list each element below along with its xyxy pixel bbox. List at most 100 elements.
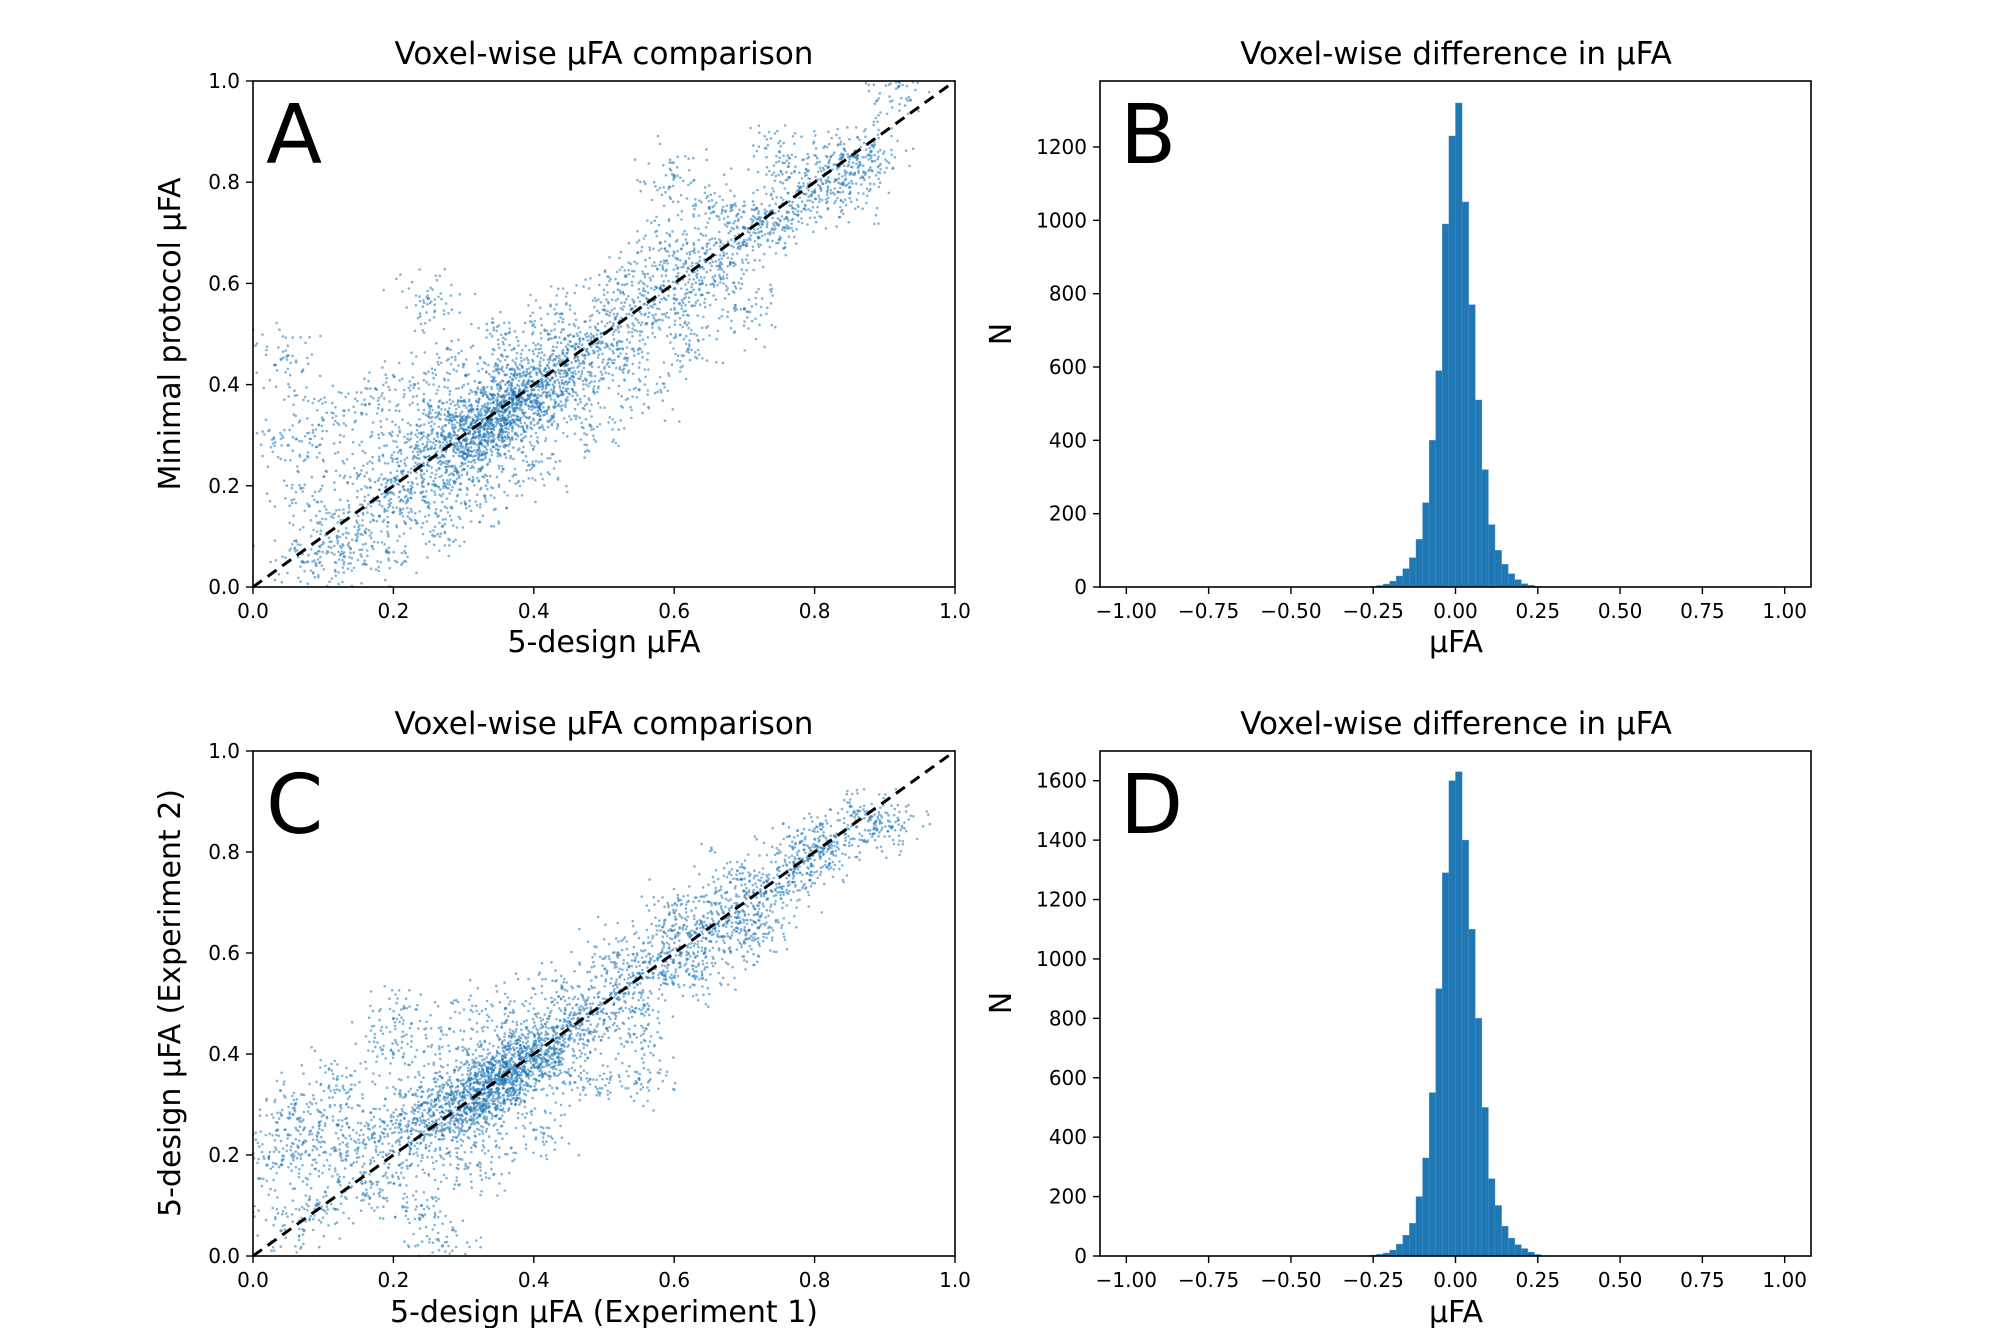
panel-a-data-point (894, 87, 898, 90)
panel-a-data-point (375, 519, 379, 523)
panel-a-data-point (521, 381, 525, 385)
panel-a-data-point (445, 401, 449, 404)
panel-a-data-point (397, 464, 401, 468)
panel-a-data-point (793, 235, 796, 239)
panel-c-data-point (276, 1121, 279, 1124)
panel-a-data-point (280, 581, 284, 584)
panel-a-data-point (403, 488, 407, 492)
panel-a-data-point (371, 467, 375, 471)
panel-a-data-point (473, 437, 477, 440)
panel-a-data-point (716, 329, 720, 333)
panel-a-data-point (754, 337, 758, 341)
panel-a-data-point (743, 320, 746, 323)
panel-a-data-point (631, 395, 634, 398)
panel-a-data-point (556, 422, 559, 426)
panel-a-data-point (325, 511, 328, 515)
panel-a-data-point (738, 244, 742, 248)
panel-a-data-point (548, 358, 552, 362)
panel-a-data-point (752, 203, 756, 207)
panel-a-data-point (578, 416, 581, 420)
panel-a-data-point (790, 226, 793, 230)
panel-a-data-point (587, 385, 590, 388)
panel-a-data-point (306, 502, 309, 506)
panel-a-data-point (425, 469, 429, 473)
panel-a-data-point (352, 566, 356, 570)
panel-a-data-point (443, 408, 447, 411)
panel-a-data-point (370, 512, 373, 516)
panel-a-data-point (293, 546, 297, 549)
panel-a-data-point (806, 199, 809, 202)
panel-a-data-point (783, 229, 787, 233)
panel-a-data-point (631, 322, 634, 325)
panel-a-data-point (773, 179, 777, 183)
panel-a-data-point (788, 176, 791, 179)
panel-a-data-point (398, 510, 402, 513)
panel-a-data-point (672, 161, 675, 164)
panel-a-data-point (509, 388, 513, 392)
panel-a-data-point (391, 511, 395, 514)
panel-a-data-point (274, 559, 278, 562)
panel-a-data-point (871, 143, 874, 147)
panel-a-data-point (539, 347, 543, 351)
panel-a-data-point (296, 555, 300, 559)
panel-a-data-point (432, 316, 436, 319)
panel-a-data-point (779, 180, 782, 184)
panel-a-data-point (617, 428, 620, 432)
panel-a-data-point (844, 203, 848, 207)
panel-a-data-point (637, 321, 640, 324)
panel-a-data-point (337, 390, 341, 394)
panel-a-data-point (679, 247, 683, 251)
panel-a-data-point (460, 502, 463, 505)
panel-a-data-point (463, 404, 467, 407)
panel-a-data-point (398, 535, 401, 538)
panel-a-data-point (718, 230, 721, 234)
panel-a-data-point (750, 305, 754, 308)
panel-a-data-point (351, 482, 355, 486)
panel-a-data-point (452, 368, 456, 371)
panel-a-data-point (440, 474, 444, 478)
panel-a-data-point (520, 433, 523, 436)
panel-a-data-point (408, 389, 412, 392)
panel-c-data-point (254, 1131, 257, 1134)
panel-a-data-point (549, 303, 552, 307)
panel-a-data-point (341, 558, 344, 562)
panel-b-x-tick-label: 0.00 (1433, 599, 1478, 623)
panel-a-data-point (512, 374, 516, 378)
panel-c-data-point (292, 1158, 295, 1162)
panel-a-data-point (599, 406, 602, 409)
panel-a-data-point (618, 289, 622, 292)
panel-a-data-point (330, 540, 333, 543)
panel-a-data-point (678, 420, 681, 423)
panel-a-data-point (544, 383, 548, 387)
panel-a-data-point (315, 456, 319, 459)
panel-a-data-point (377, 455, 381, 459)
panel-a-data-point (864, 155, 867, 159)
panel-a-data-point (848, 196, 852, 200)
panel-a-data-point (746, 310, 750, 314)
panel-a-data-point (617, 330, 621, 334)
panel-a-data-point (806, 152, 809, 156)
panel-a-data-point (402, 507, 405, 511)
panel-a-data-point (537, 405, 541, 409)
panel-a-data-point (283, 479, 286, 483)
panel-a-data-point (636, 348, 640, 352)
panel-a-data-point (363, 495, 367, 499)
panel-a-data-point (316, 558, 320, 561)
panel-a-data-point (530, 444, 533, 447)
panel-a-data-point (422, 423, 426, 426)
panel-a-data-point (714, 260, 718, 263)
panel-a-data-point (539, 306, 542, 310)
panel-a-data-point (414, 522, 418, 525)
panel-a-data-point (705, 359, 709, 362)
panel-a-data-point (410, 445, 413, 448)
panel-a-data-point (655, 234, 659, 238)
panel-c-data-point (294, 1138, 298, 1141)
panel-a-data-point (534, 344, 537, 347)
panel-a-data-point (614, 441, 618, 445)
panel-a-data-point (773, 132, 777, 135)
panel-a-data-point (630, 416, 633, 420)
panel-a-data-point (352, 405, 356, 409)
panel-a-data-point (440, 408, 443, 411)
panel-a-data-point (519, 352, 523, 356)
panel-a-data-point (869, 166, 872, 169)
